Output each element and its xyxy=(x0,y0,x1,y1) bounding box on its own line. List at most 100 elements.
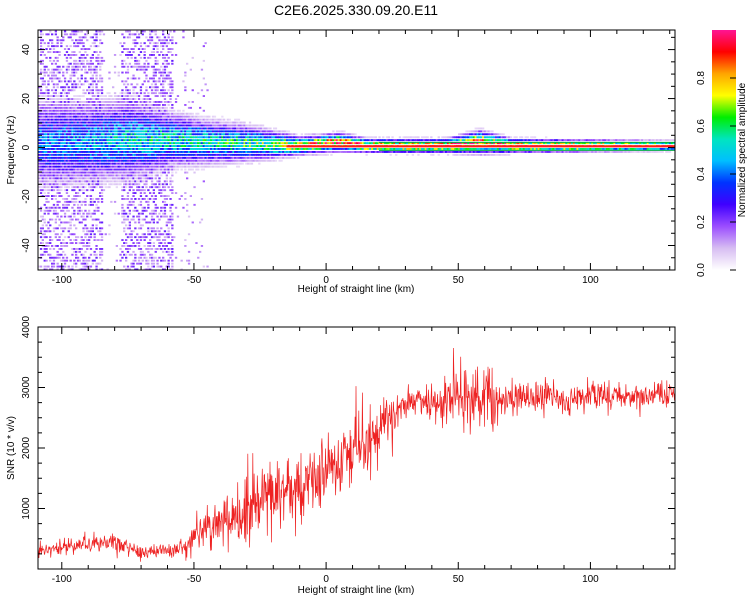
spectrogram-cell xyxy=(97,124,100,127)
spectrogram-cell xyxy=(69,112,72,115)
spectrogram-cell xyxy=(147,145,150,147)
spectrogram-cell xyxy=(128,115,131,118)
spectrogram-cell xyxy=(152,71,155,74)
spectrogram-cell xyxy=(73,121,76,124)
spectrogram-cell xyxy=(100,133,104,136)
spectrogram-cell xyxy=(75,148,78,150)
spectrogram-cell xyxy=(134,62,137,65)
spectrogram-cell xyxy=(108,127,111,130)
spectrogram-cell xyxy=(163,215,167,218)
spectrogram-cell xyxy=(82,92,85,95)
spectrogram-cell xyxy=(88,89,91,92)
spectrogram-cell xyxy=(51,45,54,48)
spectrogram-cell xyxy=(134,121,137,124)
spectrogram-cell xyxy=(195,156,198,159)
spectrogram-cell xyxy=(54,133,57,136)
spectrogram-cell xyxy=(158,121,161,124)
spectrogram-cell xyxy=(84,203,87,206)
spectrogram-cell xyxy=(71,248,74,250)
spectrogram-cell xyxy=(136,183,139,186)
spectrogram-cell xyxy=(106,101,109,103)
spectrogram-cell xyxy=(221,130,224,133)
spectrogram-cell xyxy=(112,101,115,103)
spectrogram-cell xyxy=(154,118,157,121)
spectrogram-cell xyxy=(102,121,106,124)
spectrogram-cell xyxy=(136,239,139,241)
spectrogram-cell xyxy=(321,142,324,145)
spectrogram-cell xyxy=(60,124,63,127)
spectrogram-cell xyxy=(149,133,152,136)
spectrogram-cell xyxy=(169,92,172,95)
spectrogram-cell xyxy=(38,92,41,95)
spectrogram-cell xyxy=(154,171,157,174)
spectrogram-cell xyxy=(115,156,118,159)
spectrogram-cell xyxy=(223,148,226,150)
spectrogram-cell xyxy=(89,168,93,171)
spectrogram-cell xyxy=(158,186,161,189)
spectrogram-cell xyxy=(97,30,100,33)
spectrogram-cell xyxy=(41,92,44,95)
spectrogram-cell xyxy=(43,68,46,71)
spectrogram-cell xyxy=(39,118,43,121)
spectrogram-cell xyxy=(265,127,268,130)
spectrogram-cell xyxy=(232,153,235,156)
spectrogram-cell xyxy=(163,59,167,62)
spectrogram-cell xyxy=(154,151,157,153)
spectrogram-cell xyxy=(102,159,106,162)
spectrogram-cell xyxy=(176,121,180,124)
spectrogram-cell xyxy=(82,215,85,218)
spectrogram-cell xyxy=(41,156,44,159)
spectrogram-cell xyxy=(39,209,43,212)
spectrogram-cell xyxy=(88,136,91,139)
spectrogram-cell xyxy=(206,153,209,156)
spectrogram-cell xyxy=(197,156,200,159)
spectrogram-cell xyxy=(69,233,72,236)
spectrogram-cell xyxy=(298,139,302,142)
spectrogram-cell xyxy=(45,245,48,247)
spectrogram-cell xyxy=(126,268,130,270)
spectrogram-cell xyxy=(243,133,246,136)
spectrogram-cell xyxy=(71,212,74,215)
spectrogram-cell xyxy=(78,151,81,153)
spectrogram-cell xyxy=(97,136,100,139)
spectrogram-cell xyxy=(156,174,159,177)
spectrogram-cell xyxy=(115,259,118,262)
spectrogram-cell xyxy=(126,101,130,103)
spectrogram-cell xyxy=(58,174,61,177)
spectrogram-cell xyxy=(51,186,54,189)
spectrogram-cell xyxy=(132,192,135,194)
spectrogram-cell xyxy=(93,121,96,124)
spectrogram-cell xyxy=(143,71,146,74)
spectrogram-cell xyxy=(43,54,46,56)
spectrogram-cell xyxy=(115,121,118,124)
spectrogram-cell xyxy=(51,106,54,109)
spectrogram-cell xyxy=(226,139,229,142)
spectrogram-cell xyxy=(125,224,128,227)
spectrogram-cell xyxy=(171,121,174,124)
spectrogram-cell xyxy=(41,183,44,186)
spectrogram-cell xyxy=(106,98,109,100)
spectrogram-cell xyxy=(195,139,198,142)
spectrogram-cell xyxy=(145,256,148,259)
spectrogram-cell xyxy=(149,159,152,162)
spectrogram-cell xyxy=(113,101,117,103)
spectrogram-cell xyxy=(88,139,91,142)
spectrogram-cell xyxy=(69,98,72,100)
spectrogram-cell xyxy=(38,133,41,136)
spectrogram-cell xyxy=(156,95,159,97)
spectrogram-cell xyxy=(93,45,96,48)
spectrogram-cell xyxy=(171,268,174,270)
spectrogram-cell xyxy=(243,145,246,147)
spectrogram-cell xyxy=(67,180,70,183)
spectrogram-cell xyxy=(236,124,239,127)
spectrogram-cell xyxy=(132,51,135,53)
spectrogram-cell xyxy=(163,206,167,209)
spectrogram-cell xyxy=(241,133,244,136)
spectrogram-cell xyxy=(187,165,191,168)
spectrogram-cell xyxy=(147,200,150,203)
spectrogram-cell xyxy=(125,106,128,109)
spectrogram-cell xyxy=(125,186,128,189)
spectrogram-cell xyxy=(78,242,81,244)
spectrogram-cell xyxy=(145,186,148,189)
spectrogram-cell xyxy=(187,127,191,130)
